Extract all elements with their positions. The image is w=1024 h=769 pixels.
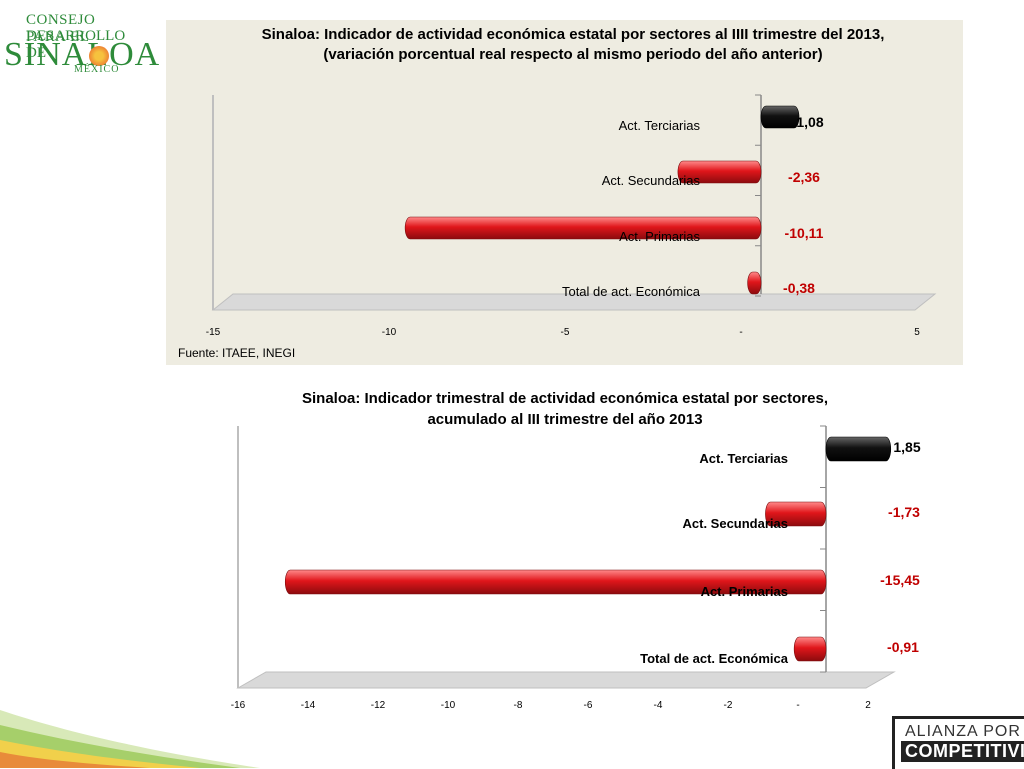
alianza-line-2: COMPETITIVIDAD — [901, 741, 1024, 762]
chart-2: Sinaloa: Indicador trimestral de activid… — [231, 390, 921, 711]
chart-2-plot-area — [238, 426, 868, 680]
source-note: Fuente: ITAEE, INEGI — [178, 346, 296, 360]
logo-line-4: MÉXICO — [74, 64, 120, 75]
category-label: Act. Terciarias — [619, 118, 701, 133]
bar-act-secundarias — [765, 501, 827, 527]
bar-act-terciarias — [760, 105, 800, 129]
consejo-sinaloa-logo: CONSEJO PARA EL DESARROLLO DE SINALOA MÉ… — [4, 10, 159, 78]
x-tick-label: - — [796, 700, 799, 711]
x-tick-label: -4 — [654, 700, 663, 711]
x-tick-label: -10 — [382, 327, 397, 338]
x-tick-label: -8 — [514, 700, 523, 711]
category-label: Act. Primarias — [619, 229, 700, 244]
category-label: Act. Primarias — [701, 584, 788, 599]
value-label: -0,38 — [783, 280, 815, 296]
swoosh-decoration — [0, 710, 260, 768]
chart-1: Sinaloa: Indicador de actividad económic… — [206, 26, 937, 338]
chart-floor — [236, 671, 896, 689]
category-label: Act. Terciarias — [699, 451, 788, 466]
x-tick-label: -10 — [441, 700, 456, 711]
bar-act-terciarias — [825, 436, 892, 462]
bar-total-de-act-econ-mica — [747, 271, 762, 295]
bar-act-primarias — [404, 216, 762, 240]
x-tick-label: -2 — [724, 700, 733, 711]
sun-icon — [89, 46, 109, 66]
value-label: -10,11 — [785, 225, 824, 241]
x-tick-label: -6 — [584, 700, 593, 711]
logo-line-2: DESARROLLO DE — [26, 28, 126, 61]
chart-1-title-line-1: Sinaloa: Indicador de actividad económic… — [262, 26, 885, 43]
x-tick-label: - — [739, 327, 742, 338]
x-tick-label: -5 — [561, 327, 570, 338]
x-tick-label: -16 — [231, 700, 246, 711]
alianza-logo: ALIANZA POR LA COMPETITIVIDAD — [892, 716, 1024, 769]
value-label: -2,36 — [788, 169, 820, 185]
chart-1-title-line-2: (variación porcentual real respecto al m… — [323, 46, 822, 63]
bar-act-secundarias — [677, 160, 762, 184]
value-label: -15,45 — [880, 572, 920, 588]
x-tick-label: -14 — [301, 700, 316, 711]
logo-line-3: SINALOA — [4, 36, 161, 73]
category-label: Act. Secundarias — [602, 173, 701, 188]
value-label: 1,85 — [893, 439, 920, 455]
x-tick-label: 5 — [914, 327, 920, 338]
value-label: 1,08 — [796, 114, 823, 130]
x-tick-label: -12 — [371, 700, 386, 711]
value-label: -1,73 — [888, 504, 920, 520]
logo-line-1: CONSEJO PARA EL — [26, 12, 96, 45]
x-tick-label: -15 — [206, 327, 221, 338]
chart-2-title-line-1: Sinaloa: Indicador trimestral de activid… — [302, 390, 828, 407]
bar-act-primarias — [284, 569, 827, 595]
category-label: Act. Secundarias — [683, 516, 789, 531]
category-label: Total de act. Económica — [562, 284, 701, 299]
value-label: -0,91 — [887, 639, 919, 655]
bar-total-de-act-econ-mica — [793, 636, 827, 662]
chart-2-title-line-2: acumulado al III trimestre del año 2013 — [427, 411, 702, 428]
chart-floor — [211, 293, 937, 311]
category-label: Total de act. Económica — [640, 651, 789, 666]
x-tick-label: 2 — [865, 700, 871, 711]
